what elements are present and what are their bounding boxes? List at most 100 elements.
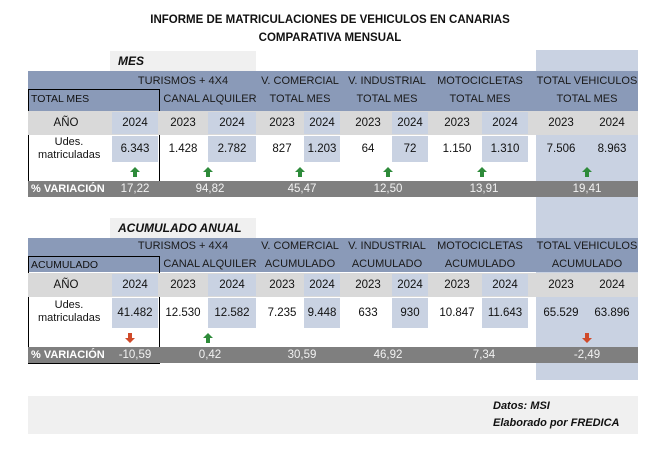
- acum-variation-row: [28, 347, 638, 363]
- mes-year-vi-2024: 2024: [392, 112, 428, 134]
- acum-group-vindustrial-line2: ACUMULADO: [351, 258, 423, 270]
- acum-value-vc-2023: 7.235: [267, 307, 297, 319]
- mes-group-vindustrial-line1: V. INDUSTRIAL: [348, 75, 426, 87]
- mes-variation-row: [28, 181, 638, 197]
- acum-trend-alq-up-arrow-icon: [203, 333, 213, 343]
- mes-value-tv-2024: 8.963: [597, 143, 627, 155]
- acum-variation-vi: 46,92: [373, 349, 403, 361]
- acum-group-total-line2: ACUMULADO: [551, 258, 623, 270]
- mes-group-vcomercial-line1: V. COMERCIAL: [261, 75, 339, 87]
- report-subtitle: COMPARATIVA MENSUAL: [258, 32, 402, 44]
- report-title: INFORME DE MATRICULACIONES DE VEHICULOS …: [150, 14, 510, 26]
- mes-header-band: [28, 71, 638, 111]
- mes-variation-totalmes: 17,22: [120, 183, 150, 195]
- mes-year-mo-2024: 2024: [482, 112, 528, 134]
- acum-value-mo-2024: 11.643: [482, 298, 528, 328]
- mes-trend-vc-up-arrow-icon: [295, 167, 305, 177]
- acum-units-label: Udes. matriculadas: [38, 299, 101, 324]
- acum-group-total-line1: TOTAL VEHICULOS: [536, 240, 638, 252]
- footer-source: Datos: MSI: [493, 400, 550, 412]
- mes-year-label: AÑO: [53, 117, 79, 129]
- acum-trend-tv-down-arrow-icon: [582, 333, 592, 343]
- acum-year-vi-2024: 2024: [392, 274, 428, 296]
- acum-year-mo-2023: 2023: [444, 279, 470, 291]
- mes-trend-vi-up-arrow-icon: [383, 167, 393, 177]
- mes-year-vc-2024: 2024: [304, 112, 340, 134]
- acum-year-tv-2023: 2023: [548, 279, 574, 291]
- acum-group-vcomercial-line1: V. COMERCIAL: [261, 240, 339, 252]
- acum-group-turismos-line1: TURISMOS + 4X4: [137, 240, 229, 252]
- acum-header-band: [28, 238, 638, 272]
- acum-total-box: [28, 256, 160, 364]
- mes-value-mo-2024: 1.310: [482, 136, 528, 162]
- acum-year-alq-2024: 2024: [208, 274, 256, 296]
- mes-year-mo-2023: 2023: [444, 117, 470, 129]
- acum-variation-vc: 30,59: [287, 349, 317, 361]
- mes-trend-totalmes-up-arrow-icon: [130, 167, 140, 177]
- acum-year-vc-2024: 2024: [304, 274, 340, 296]
- acum-value-alq-2024: 12.582: [208, 298, 256, 328]
- acum-value-vi-2023: 633: [358, 307, 378, 319]
- acum-year-totalmes: 2024: [112, 274, 158, 296]
- mes-value-vi-2023: 64: [361, 143, 375, 155]
- mes-variation-vc: 45,47: [287, 183, 317, 195]
- acum-year-mo-2024: 2024: [482, 274, 528, 296]
- section-title-mes: MES: [110, 51, 256, 71]
- acum-year-label: AÑO: [53, 279, 79, 291]
- acum-group-motos-line1: MOTOCICLETAS: [437, 240, 523, 252]
- mes-year-totalmes: 2024: [112, 112, 158, 134]
- mes-group-total-line1: TOTAL VEHICULOS: [536, 75, 638, 87]
- mes-trend-alq-up-arrow-icon: [203, 167, 213, 177]
- footer-band: [28, 396, 638, 434]
- acum-year-vi-2023: 2023: [355, 279, 381, 291]
- mes-value-alq-2023: 1.428: [168, 143, 198, 155]
- acum-variation-tv: -2,49: [573, 349, 601, 361]
- acum-total-label: ACUMULADO: [31, 259, 99, 271]
- mes-group-total-line2: TOTAL MES: [556, 93, 618, 105]
- acum-variation-label: % VARIACIÓN: [31, 349, 105, 361]
- mes-year-vc-2023: 2023: [269, 117, 295, 129]
- section-title-acumulado: ACUMULADO ANUAL: [110, 218, 256, 238]
- mes-year-tv-2024: 2024: [599, 117, 625, 129]
- mes-variation-mo: 13,91: [469, 183, 499, 195]
- mes-value-vc-2023: 827: [272, 143, 292, 155]
- acum-value-totalmes: 41.482: [112, 298, 158, 328]
- acum-year-vc-2023: 2023: [269, 279, 295, 291]
- acum-variation-totalmes: -10,59: [118, 349, 152, 361]
- mes-value-mo-2023: 1.150: [442, 143, 472, 155]
- acum-value-tv-2023: 65.529: [543, 307, 579, 319]
- acum-group-turismos-line2: CANAL ALQUILER: [163, 258, 257, 270]
- acum-group-vcomercial-line2: ACUMULADO: [264, 258, 336, 270]
- mes-group-turismos-line1: TURISMOS + 4X4: [137, 75, 229, 87]
- mes-variation-alq: 94,82: [195, 183, 225, 195]
- mes-units-label: Udes. matriculadas: [38, 136, 101, 161]
- acum-value-tv-2024: 63.896: [594, 307, 630, 319]
- mes-variation-label: % VARIACIÓN: [31, 183, 105, 195]
- acum-value-vc-2024: 9.448: [304, 298, 340, 328]
- mes-variation-vi: 12,50: [373, 183, 403, 195]
- acum-year-alq-2023: 2023: [170, 279, 196, 291]
- acum-value-alq-2023: 12.530: [165, 307, 201, 319]
- mes-value-alq-2024: 2.782: [208, 136, 256, 162]
- mes-total-label: TOTAL MES: [31, 93, 90, 105]
- acum-value-vi-2024: 930: [392, 298, 428, 328]
- footer-author: Elaborado por FREDICA: [493, 417, 620, 429]
- mes-group-turismos-line2: CANAL ALQUILER: [163, 93, 257, 105]
- mes-group-vcomercial-line2: TOTAL MES: [269, 93, 331, 105]
- acum-group-motos-line2: ACUMULADO: [444, 258, 516, 270]
- acum-trend-totalmes-down-arrow-icon: [125, 333, 135, 343]
- mes-year-vi-2023: 2023: [355, 117, 381, 129]
- mes-year-tv-2023: 2023: [548, 117, 574, 129]
- mes-trend-tv-up-arrow-icon: [582, 167, 592, 177]
- mes-value-vi-2024: 72: [392, 136, 428, 162]
- mes-value-totalmes: 6.343: [112, 136, 158, 162]
- mes-value-vc-2024: 1.203: [304, 136, 340, 162]
- mes-group-motos-line2: TOTAL MES: [449, 93, 511, 105]
- mes-group-motos-line1: MOTOCICLETAS: [437, 75, 523, 87]
- acum-group-vindustrial-line1: V. INDUSTRIAL: [348, 240, 426, 252]
- mes-variation-tv: 19,41: [572, 183, 602, 195]
- mes-group-vindustrial-line2: TOTAL MES: [356, 93, 418, 105]
- acum-variation-alq: 0,42: [198, 349, 222, 361]
- mes-trend-mo-up-arrow-icon: [477, 167, 487, 177]
- mes-year-alq-2023: 2023: [170, 117, 196, 129]
